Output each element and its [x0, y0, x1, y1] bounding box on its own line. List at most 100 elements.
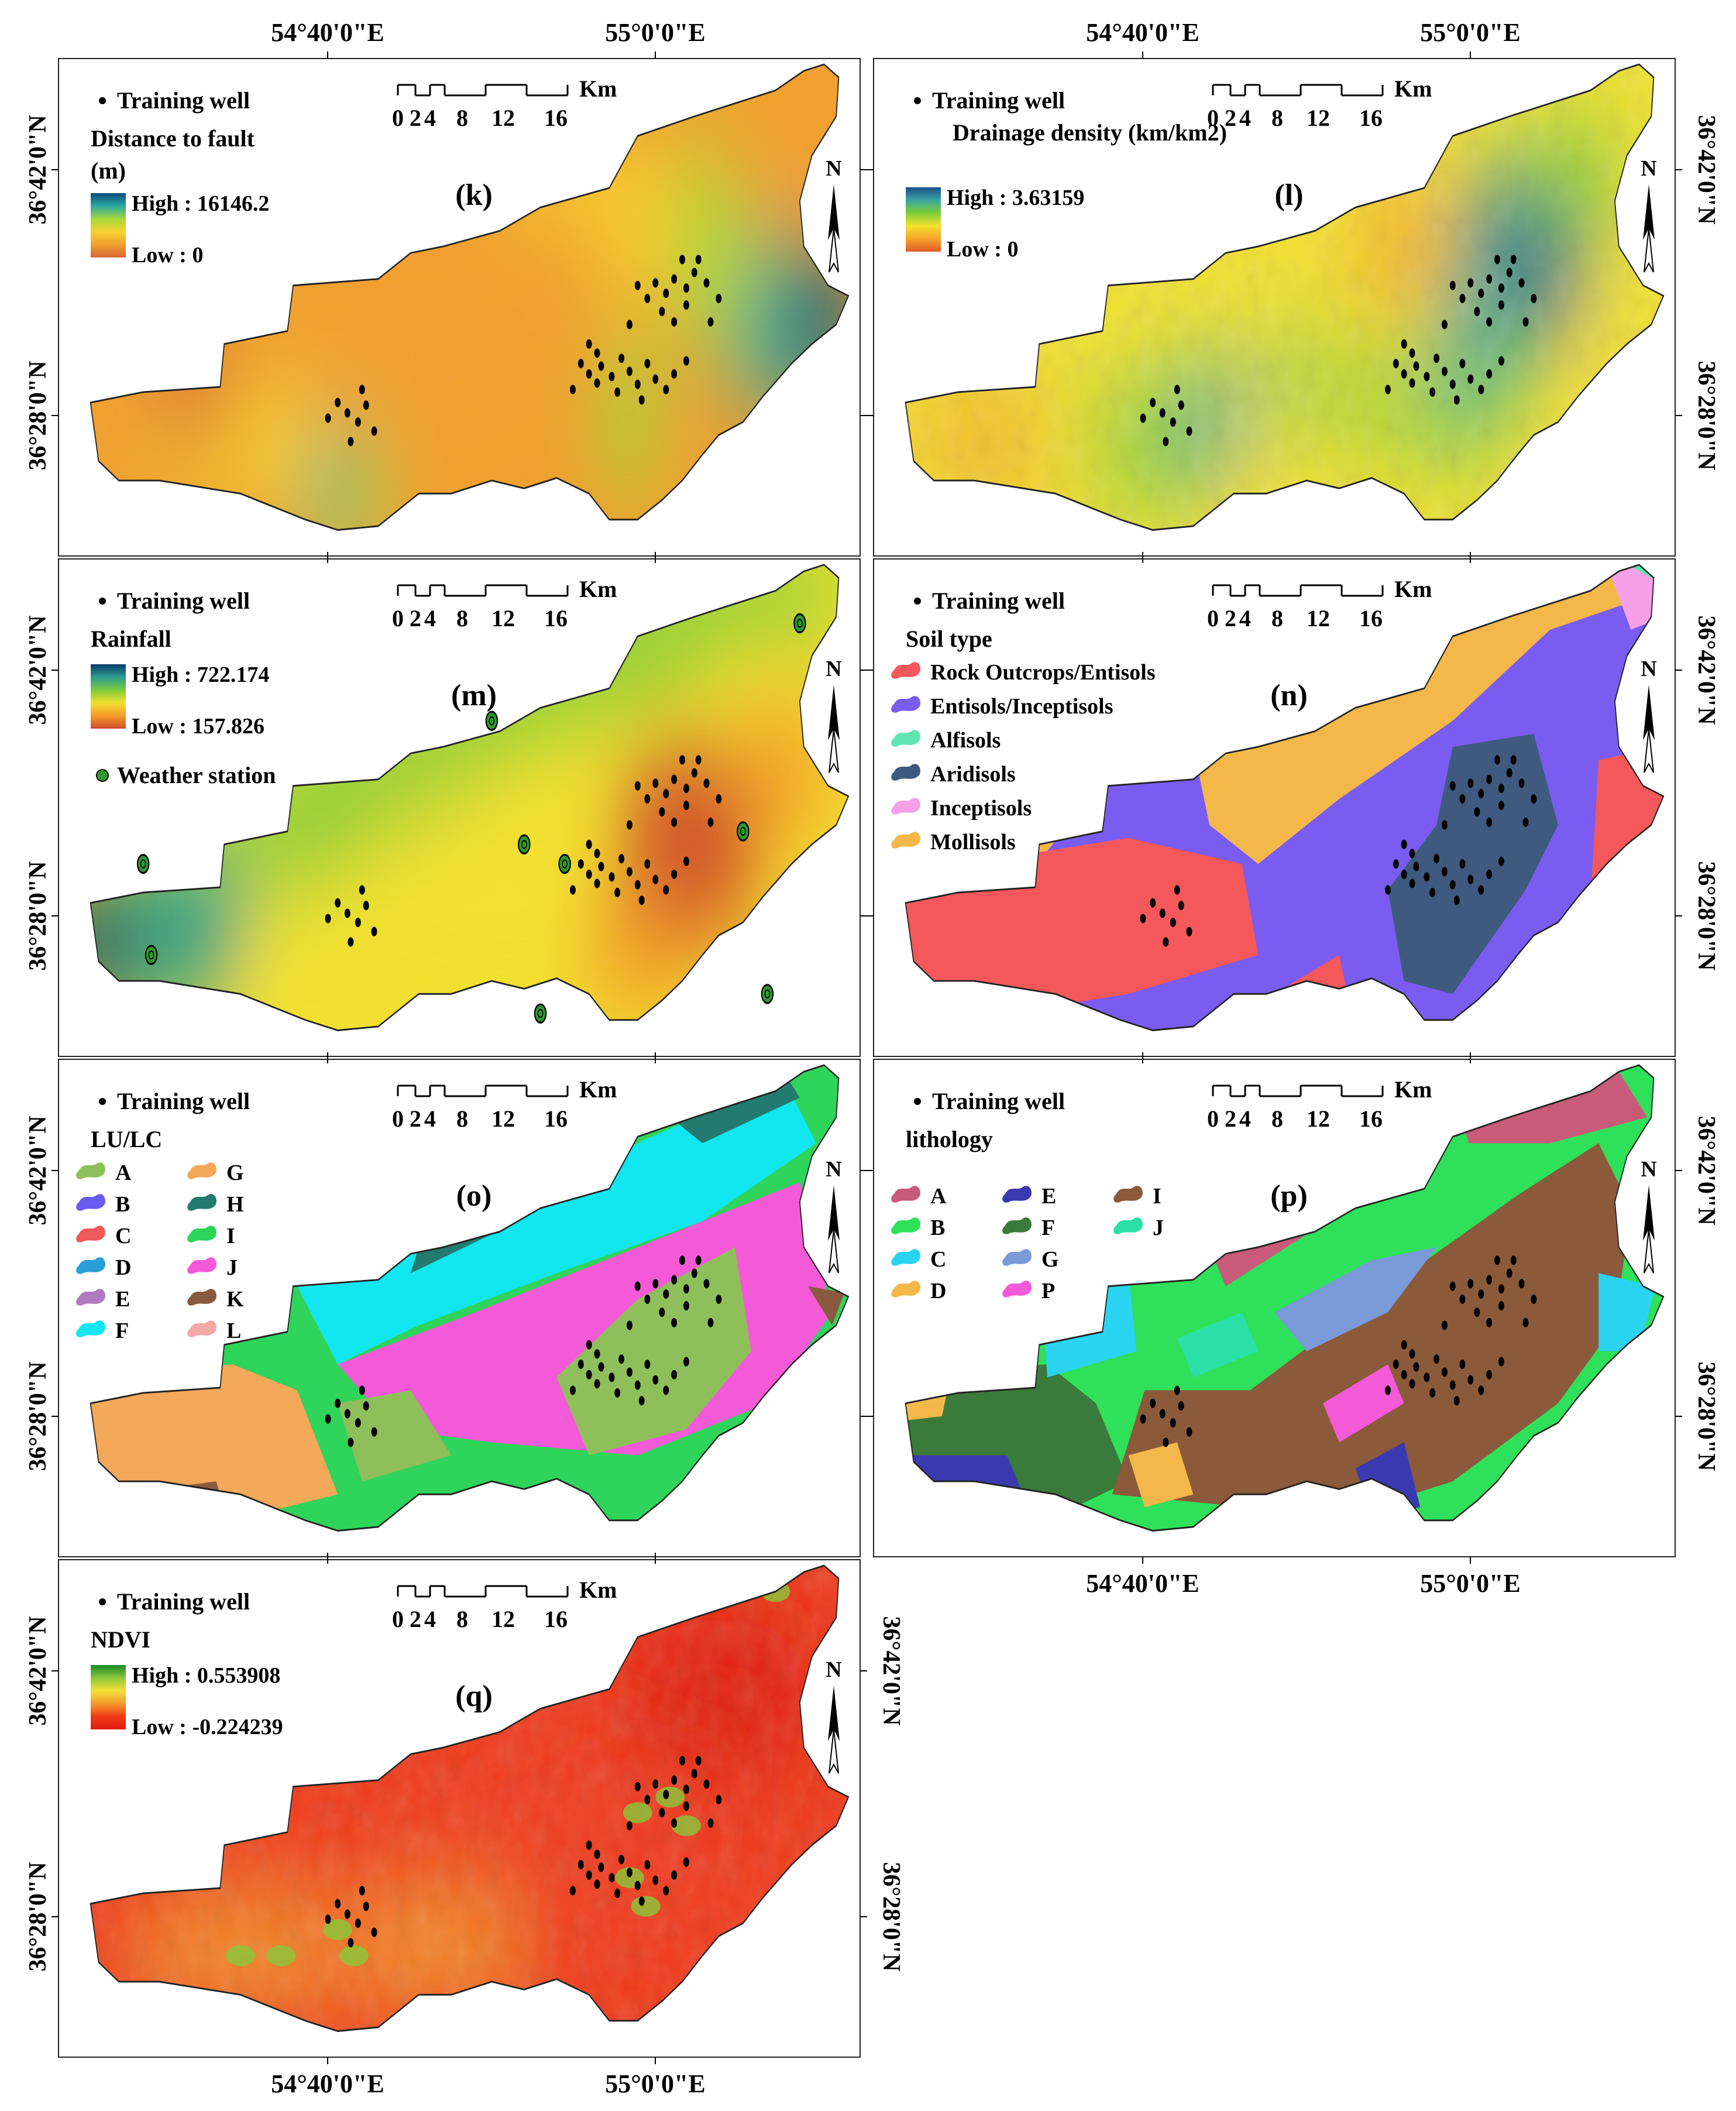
- lat-label: 36°42'0"N: [878, 1616, 905, 1725]
- training-well-point: [1478, 385, 1484, 394]
- training-well-point: [1449, 280, 1456, 290]
- legend-low: Low : -0.224239: [132, 1715, 283, 1739]
- training-well-point: [626, 820, 632, 830]
- training-well-point: [1449, 880, 1456, 890]
- training-well-point: [1449, 781, 1456, 791]
- training-well-point: [1518, 778, 1525, 788]
- north-label: N: [1641, 156, 1656, 181]
- training-well-point: [716, 294, 722, 303]
- legend-low: Low : 0: [132, 243, 203, 267]
- training-well-point: [1486, 774, 1493, 784]
- training-well-point: [671, 317, 678, 327]
- legend-class-label: Aridisols: [930, 762, 1016, 787]
- training-well-point: [683, 1801, 689, 1811]
- training-well-icon: [914, 1098, 921, 1105]
- legend-swatch: [1113, 1186, 1143, 1203]
- training-well-point: [325, 413, 331, 423]
- training-well-point: [598, 861, 604, 871]
- training-well-point: [359, 885, 365, 895]
- training-well-point: [1506, 1268, 1512, 1278]
- legend-high: High : 722.174: [132, 663, 269, 687]
- north-label: N: [826, 657, 841, 681]
- legend-title: NDVI: [91, 1626, 150, 1653]
- legend-class-label: H: [226, 1192, 244, 1217]
- class-area: [1599, 1273, 1656, 1351]
- training-well-point: [1409, 1379, 1415, 1389]
- training-well-point: [1459, 859, 1466, 869]
- training-well-point: [371, 1427, 377, 1437]
- north-arrow-icon: [1643, 1185, 1655, 1241]
- training-well-point: [638, 1396, 645, 1406]
- raster-blur: [135, 90, 849, 530]
- scale-unit: Km: [1394, 75, 1432, 102]
- legend-high: High : 0.553908: [132, 1663, 280, 1688]
- training-well-point: [626, 867, 632, 877]
- legend-high: High : 3.63159: [947, 186, 1084, 210]
- legend-class-label: D: [930, 1279, 946, 1303]
- training-well-point: [335, 1398, 341, 1408]
- training-well-point: [1170, 918, 1176, 928]
- training-well-point: [1494, 255, 1500, 265]
- north-arrow-icon: [829, 228, 839, 273]
- training-well-point: [1150, 1398, 1156, 1408]
- weather-station-point: [737, 821, 750, 842]
- training-well-point: [614, 1889, 621, 1898]
- training-well-point: [683, 784, 689, 794]
- raster-patch: [491, 129, 622, 208]
- training-wells: [1140, 255, 1537, 447]
- legend-high: High : 16146.2: [132, 191, 269, 216]
- training-wells: [325, 255, 722, 447]
- training-well-point: [683, 856, 689, 866]
- north-arrow-icon: [828, 184, 840, 240]
- training-well-point: [594, 849, 600, 859]
- training-well-point: [325, 1914, 331, 1924]
- training-well-point: [598, 1362, 604, 1372]
- legend-class-label: C: [930, 1247, 946, 1272]
- north-label: N: [1641, 657, 1656, 681]
- training-well-point: [683, 1357, 689, 1367]
- scale-tick-label: 4: [424, 1106, 436, 1132]
- training-well-point: [638, 1896, 645, 1906]
- training-well-point: [634, 1880, 641, 1890]
- legend-swatch: [187, 1226, 216, 1242]
- scale-tick-label: 16: [1359, 605, 1383, 631]
- north-arrow-icon: [829, 1228, 839, 1274]
- scale-tick-label: 12: [491, 1106, 515, 1132]
- training-well-point: [335, 898, 341, 908]
- training-well-point: [1150, 898, 1156, 908]
- training-well-point: [1522, 1318, 1529, 1327]
- lat-label: 36°42'0"N: [1693, 615, 1720, 725]
- panel-letter: (q): [455, 1680, 493, 1713]
- training-well-point: [663, 289, 669, 298]
- map-region: [905, 1064, 1665, 1532]
- legend-class-label: B: [115, 1192, 130, 1217]
- training-well-point: [363, 1401, 369, 1411]
- training-well-point: [716, 1295, 722, 1304]
- training-well-point: [703, 278, 710, 288]
- training-well-point: [1441, 820, 1448, 830]
- training-well-point: [1409, 849, 1415, 859]
- lon-label: 55°0'0"E: [1420, 18, 1521, 47]
- training-well-point: [1441, 1320, 1448, 1330]
- north-arrow: N: [826, 1157, 842, 1274]
- training-well-point: [355, 1418, 361, 1428]
- training-well-point: [671, 1775, 678, 1785]
- legend-class-label: Inceptisols: [930, 796, 1032, 821]
- scale-unit: Km: [579, 75, 617, 102]
- training-well-point: [644, 294, 651, 303]
- training-well-point: [1467, 1375, 1474, 1385]
- class-area: [119, 1481, 225, 1514]
- scale-bar: Km 0 2 4 8 12 16: [1207, 1076, 1432, 1132]
- legend-class-label: P: [1041, 1279, 1055, 1303]
- training-well-point: [626, 1320, 632, 1330]
- training-well-point: [683, 1284, 689, 1294]
- training-well-point: [663, 385, 669, 394]
- legend-swatch: [891, 662, 920, 679]
- training-well-point: [634, 280, 641, 290]
- training-well-point: [586, 339, 592, 349]
- legend-low: Low : 157.826: [132, 714, 264, 739]
- training-well-point: [695, 255, 702, 265]
- training-well-point: [644, 359, 651, 369]
- scale-tick-label: 8: [1271, 605, 1283, 631]
